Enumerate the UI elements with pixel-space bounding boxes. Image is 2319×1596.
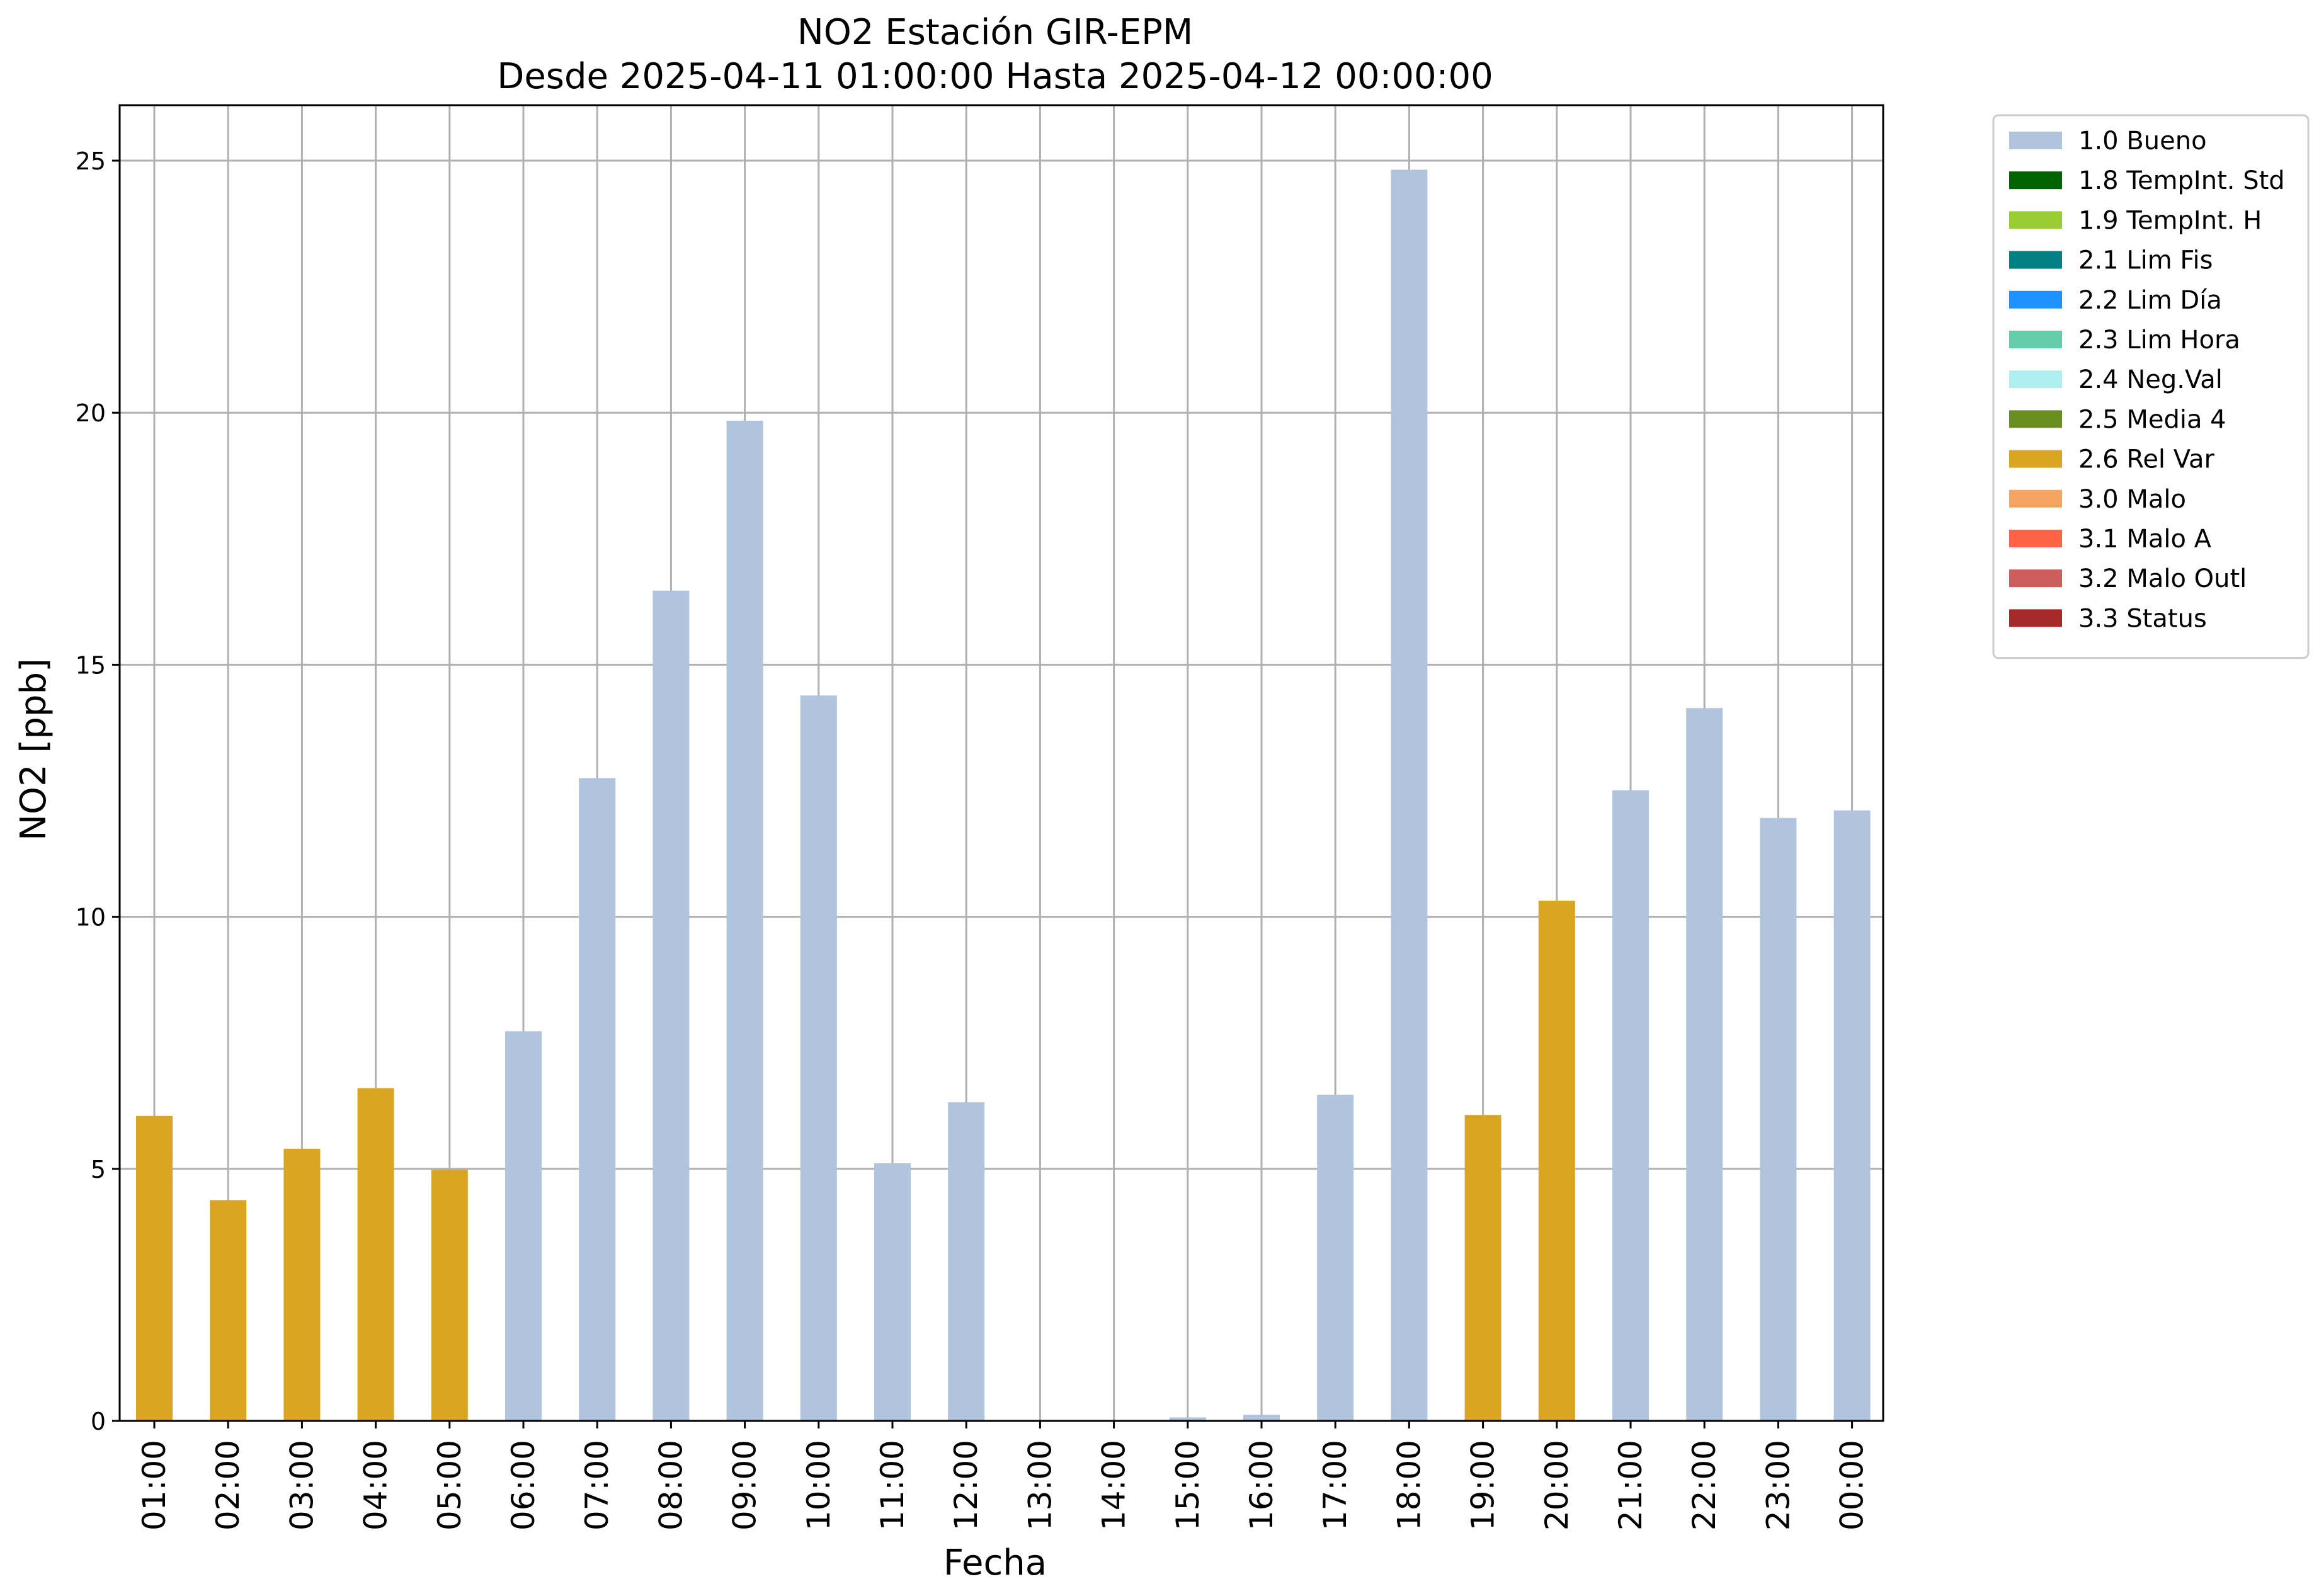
x-tick-label: 04:00 bbox=[358, 1440, 394, 1530]
bar-1600 bbox=[1243, 1415, 1280, 1421]
x-tick-label: 12:00 bbox=[948, 1440, 984, 1530]
bar-0200 bbox=[210, 1200, 247, 1421]
bars bbox=[136, 169, 1871, 1422]
legend-swatch bbox=[2009, 132, 2062, 149]
bar-1000 bbox=[800, 695, 837, 1421]
legend-label: 2.6 Rel Var bbox=[2078, 445, 2215, 474]
x-tick-label: 11:00 bbox=[874, 1440, 911, 1530]
x-tick-label: 01:00 bbox=[136, 1440, 173, 1530]
legend-swatch bbox=[2009, 171, 2062, 190]
bar-0800 bbox=[652, 590, 690, 1421]
bar-0400 bbox=[357, 1088, 394, 1421]
x-tick-label: 00:00 bbox=[1834, 1440, 1871, 1530]
chart-title: NO2 Estación GIR-EPM bbox=[797, 12, 1193, 53]
x-tick-label: 10:00 bbox=[801, 1440, 837, 1530]
x-tick-label: 16:00 bbox=[1243, 1440, 1280, 1530]
y-tick-label: 5 bbox=[91, 1156, 106, 1183]
x-tick-label: 20:00 bbox=[1539, 1440, 1575, 1530]
bar-2200 bbox=[1686, 708, 1723, 1421]
x-tick-label: 22:00 bbox=[1686, 1440, 1723, 1530]
bar-0000 bbox=[1833, 810, 1871, 1421]
legend-swatch bbox=[2009, 489, 2062, 508]
y-tick-label: 0 bbox=[91, 1408, 106, 1435]
x-tick-label: 15:00 bbox=[1170, 1440, 1206, 1530]
legend-swatch bbox=[2009, 251, 2062, 269]
axes bbox=[112, 104, 1884, 1428]
bar-0700 bbox=[579, 778, 616, 1421]
x-tick-label: 14:00 bbox=[1096, 1440, 1132, 1530]
y-tick-label: 25 bbox=[76, 147, 106, 175]
x-tick-label: 18:00 bbox=[1391, 1440, 1427, 1530]
legend: 1.0 Bueno 1.8 TempInt. Std 1.9 TempInt. H 2… bbox=[1992, 114, 2310, 659]
legend-label: 3.1 Malo A bbox=[2078, 525, 2212, 554]
x-tick-label: 06:00 bbox=[505, 1440, 542, 1530]
y-axis-label: NO2 [ppb] bbox=[13, 658, 54, 841]
legend-swatch bbox=[2009, 609, 2062, 627]
legend-swatch bbox=[2009, 410, 2062, 428]
chart-subtitle: Desde 2025-04-11 01:00:00 Hasta 2025-04-… bbox=[497, 56, 1493, 97]
legend-label: 1.8 TempInt. Std bbox=[2078, 166, 2285, 195]
legend-swatch bbox=[2009, 530, 2062, 547]
legend-swatch bbox=[2009, 331, 2062, 348]
legend-label: 2.4 Neg.Val bbox=[2078, 365, 2223, 394]
bar-0100 bbox=[136, 1115, 173, 1421]
x-tick-label: 23:00 bbox=[1760, 1440, 1796, 1530]
bar-1900 bbox=[1464, 1115, 1501, 1421]
legend-label: 3.0 Malo bbox=[2078, 485, 2186, 514]
tick-labels: 0 5 10 15 20 25 01:00 02:00 03:00 04:00 05:00 06:00… bbox=[76, 147, 1871, 1530]
x-tick-label: 09:00 bbox=[727, 1440, 763, 1530]
bar-0300 bbox=[283, 1148, 321, 1421]
x-tick-label: 19:00 bbox=[1465, 1440, 1501, 1530]
legend-swatch bbox=[2009, 290, 2062, 309]
legend-swatch bbox=[2009, 569, 2062, 588]
legend-swatch bbox=[2009, 370, 2062, 389]
bar-1200 bbox=[948, 1102, 985, 1421]
legend-box bbox=[1992, 114, 2310, 659]
legend-label: 3.2 Malo Outl bbox=[2078, 564, 2247, 593]
bar-1800 bbox=[1391, 169, 1428, 1422]
bar-1700 bbox=[1317, 1095, 1354, 1421]
legend-label: 1.0 Bueno bbox=[2078, 127, 2207, 156]
legend-swatch bbox=[2009, 450, 2062, 468]
bar-0500 bbox=[431, 1170, 468, 1421]
bar-1100 bbox=[874, 1163, 911, 1421]
legend-label: 2.1 Lim Fis bbox=[2078, 246, 2213, 275]
legend-label: 2.3 Lim Hora bbox=[2078, 326, 2240, 355]
legend-label: 1.9 TempInt. H bbox=[2078, 206, 2262, 235]
bar-2300 bbox=[1760, 818, 1797, 1421]
y-tick-label: 20 bbox=[76, 399, 106, 427]
x-tick-label: 21:00 bbox=[1612, 1440, 1649, 1530]
bar-0600 bbox=[505, 1031, 542, 1421]
legend-label: 3.3 Status bbox=[2078, 604, 2207, 633]
bar-2100 bbox=[1612, 790, 1649, 1421]
bar-0900 bbox=[726, 421, 763, 1422]
legend-label: 2.5 Media 4 bbox=[2078, 405, 2226, 434]
x-tick-label: 07:00 bbox=[579, 1440, 615, 1530]
x-tick-label: 02:00 bbox=[210, 1440, 246, 1530]
x-tick-label: 08:00 bbox=[652, 1440, 689, 1530]
x-axis-label: Fecha bbox=[943, 1542, 1047, 1583]
legend-label: 2.2 Lim Día bbox=[2078, 286, 2222, 315]
y-tick-label: 15 bbox=[76, 651, 106, 679]
plot-frame bbox=[118, 104, 1884, 1422]
legend-swatch bbox=[2009, 211, 2062, 229]
x-tick-label: 17:00 bbox=[1317, 1440, 1353, 1530]
bar-2000 bbox=[1538, 901, 1575, 1421]
y-tick-label: 10 bbox=[76, 904, 106, 932]
x-tick-label: 03:00 bbox=[283, 1440, 320, 1530]
bar-1500 bbox=[1169, 1417, 1206, 1421]
x-tick-label: 13:00 bbox=[1022, 1440, 1058, 1530]
x-tick-label: 05:00 bbox=[431, 1440, 468, 1530]
